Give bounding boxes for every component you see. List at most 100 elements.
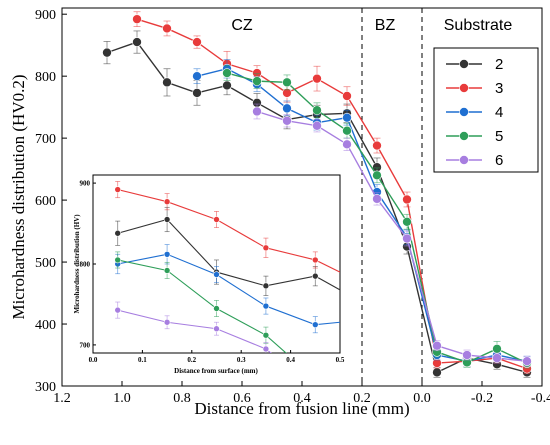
main-y-tick-label-2: 500 <box>35 256 56 271</box>
inset-series-4-point-2 <box>213 271 220 278</box>
legend-label-4: 4 <box>495 104 503 121</box>
main-series-3-point-0 <box>132 14 142 24</box>
inset-series-5-point-0 <box>114 256 121 264</box>
inset-axis-ticks: 0.0 0.1 0.2 0.3 0.4 0.5 700 800 900 <box>80 180 345 364</box>
main-series-6-point-4 <box>372 194 382 204</box>
main-y-tick-label-0: 300 <box>35 380 56 395</box>
inset-plot-area <box>114 181 340 353</box>
x-axis-title: Distance from fusion line (mm) <box>194 399 409 418</box>
inset-series-3-point-0 <box>114 186 121 193</box>
main-series-6-point-5 <box>402 233 412 244</box>
main-x-tick-label-2: 0.8 <box>173 391 191 406</box>
legend-label-2: 2 <box>495 56 503 73</box>
main-y-tick-label-1: 400 <box>35 318 56 333</box>
main-series-2-point-0 <box>102 47 112 58</box>
main-series-5-point-5 <box>372 170 382 181</box>
main-x-tick-label-4: 0.4 <box>293 391 311 406</box>
legend-label-5: 5 <box>495 128 503 145</box>
main-series-5-point-2 <box>282 77 292 88</box>
inset-series-5-point-2 <box>213 305 220 312</box>
inset-series-2-line <box>117 218 340 291</box>
main-series-2-point-3 <box>192 88 202 98</box>
inset-series-2-point-4 <box>311 272 319 280</box>
main-series-6-line <box>256 110 528 362</box>
main-series-4-point-5 <box>342 112 352 123</box>
main-series-2-point-2 <box>162 77 172 88</box>
main-x-tick-label-3: 0.6 <box>233 391 251 406</box>
legend-marker-2 <box>459 59 469 69</box>
main-x-tick-label-5: 0.2 <box>353 391 371 406</box>
main-x-tick-label-6: 0.0 <box>413 391 431 406</box>
main-series-5-point-9 <box>492 344 502 354</box>
legend-box <box>433 47 539 173</box>
main-x-tick-label-8: -0.4 <box>531 391 550 406</box>
inset-x-axis-title: Distance from surface (mm) <box>174 367 258 375</box>
main-series-2-point-1 <box>132 37 142 47</box>
inset-series-3-point-3 <box>262 244 270 252</box>
region-label-substrate: Substrate <box>444 17 513 34</box>
inset-series-2-point-0 <box>114 229 121 237</box>
main-x-tick-label-0: 1.2 <box>53 391 71 406</box>
main-y-tick-label-5: 800 <box>35 70 56 85</box>
main-series-3-point-6 <box>312 73 322 84</box>
inset-y-tick-label-0: 700 <box>80 341 91 349</box>
main-series-3-point-1 <box>162 23 172 34</box>
inset-series-4-point-1 <box>163 250 171 258</box>
main-series-3-point-2 <box>192 37 202 47</box>
inset-series-3-point-1 <box>163 198 171 205</box>
inset-series-6-point-2 <box>213 325 220 333</box>
legend-marker-3 <box>459 83 469 93</box>
main-series-6-point-8 <box>492 353 502 363</box>
main-y-tick-label-4: 700 <box>35 132 56 147</box>
inset-series-2-point-3 <box>262 282 270 290</box>
legend-label-6: 6 <box>495 152 503 169</box>
main-series-5-point-3 <box>312 105 322 116</box>
inset-series-5-point-1 <box>163 267 171 274</box>
inset-series-6-point-0 <box>114 306 121 314</box>
y-axis-title: Microhardness distribution (HV0.2) <box>9 74 28 319</box>
main-series-3-line <box>136 18 528 370</box>
main-series-6-point-0 <box>252 106 262 117</box>
inset-series-5-point-3 <box>262 331 270 339</box>
main-x-tick-label-7: -0.2 <box>471 391 493 406</box>
main-series-6-point-2 <box>312 120 322 131</box>
main-x-tick-label-1: 1.0 <box>113 391 131 406</box>
inset-y-axis-title: Microhardness distribution (HV) <box>73 214 81 314</box>
main-series-5-point-0 <box>222 68 232 78</box>
legend-label-3: 3 <box>495 80 503 97</box>
inset-y-tick-label-1: 800 <box>80 261 91 269</box>
main-series-3-point-7 <box>342 91 352 101</box>
main-series-3-point-9 <box>402 194 412 205</box>
inset-x-tick-label-2: 0.2 <box>187 356 196 364</box>
main-series-5-point-6 <box>402 216 412 227</box>
main-series-6-point-1 <box>282 115 292 126</box>
inset-series-group <box>114 181 340 353</box>
inset-x-tick-label-3: 0.3 <box>237 356 246 364</box>
main-plot-area <box>102 8 532 386</box>
region-label-cz: CZ <box>231 17 253 34</box>
inset-series-3-line <box>117 189 340 273</box>
inset-series-4-point-4 <box>311 321 319 328</box>
inset-series-4-line <box>117 253 340 326</box>
legend-marker-4 <box>459 107 469 117</box>
inset-x-tick-label-1: 0.1 <box>138 356 147 364</box>
inset-series-3-point-4 <box>311 256 319 264</box>
inset-x-tick-label-4: 0.4 <box>286 356 295 364</box>
main-series-5-point-4 <box>342 125 352 136</box>
region-label-bz: BZ <box>375 17 396 34</box>
main-series-6-point-9 <box>522 356 532 367</box>
inset-series-3-point-2 <box>213 216 220 223</box>
main-series-5-point-1 <box>252 76 262 86</box>
legend-marker-6 <box>459 155 469 165</box>
main-series-2-point-4 <box>222 80 232 91</box>
main-series-2-point-11 <box>432 367 442 378</box>
main-series-4-point-0 <box>192 71 202 81</box>
main-axis-ticks: 1.2 1.0 0.8 0.6 0.4 0.2 0.0 -0.2 -0.4 300 400 500 6 0… <box>35 8 550 406</box>
main-series-group <box>102 8 532 386</box>
legend-marker-5 <box>459 131 469 141</box>
main-series-6-point-3 <box>342 139 352 150</box>
inset-series-6-point-1 <box>163 318 171 326</box>
inset-series-6-point-3 <box>262 345 270 353</box>
main-series-6-point-6 <box>432 340 442 351</box>
